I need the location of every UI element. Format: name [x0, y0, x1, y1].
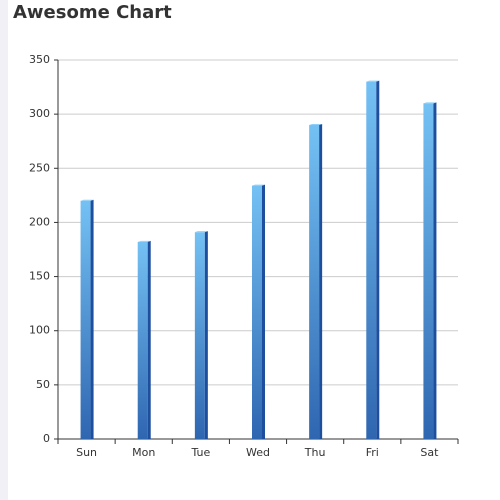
side-strip [0, 0, 8, 500]
bar-top [80, 199, 94, 201]
bar [252, 185, 262, 439]
x-tick-label: Tue [190, 446, 210, 459]
bar-top [423, 102, 437, 104]
bar [137, 241, 148, 439]
y-tick-label: 0 [43, 432, 50, 445]
bar-side [147, 240, 151, 439]
bar-side [433, 102, 437, 440]
x-tick-label: Sun [76, 446, 97, 459]
bar-top [309, 123, 323, 125]
bar-side [90, 199, 94, 439]
chart-title: Awesome Chart [13, 2, 172, 23]
y-tick-label: 250 [29, 161, 50, 174]
bar [366, 81, 377, 440]
y-tick-label: 100 [29, 324, 50, 337]
x-tick-label: Fri [366, 446, 379, 459]
x-tick-label: Thu [304, 446, 326, 459]
bar-top [366, 80, 380, 82]
bar [423, 103, 434, 440]
bar-side [376, 80, 380, 440]
y-tick-label: 200 [29, 215, 50, 228]
y-tick-label: 150 [29, 270, 50, 283]
bar-side [262, 184, 265, 439]
x-tick-label: Mon [132, 446, 155, 459]
bar [309, 124, 320, 439]
bar-top [194, 231, 208, 233]
bar [80, 200, 91, 439]
y-tick-label: 50 [36, 378, 50, 391]
y-tick-label: 300 [29, 107, 50, 120]
x-tick-label: Sat [420, 446, 439, 459]
bar [194, 232, 205, 439]
y-tick-label: 350 [29, 53, 50, 66]
bar-side [204, 231, 208, 439]
x-tick-label: Wed [246, 446, 270, 459]
bar-top [252, 184, 265, 186]
bar-side [319, 123, 323, 439]
bar-top [137, 240, 151, 242]
